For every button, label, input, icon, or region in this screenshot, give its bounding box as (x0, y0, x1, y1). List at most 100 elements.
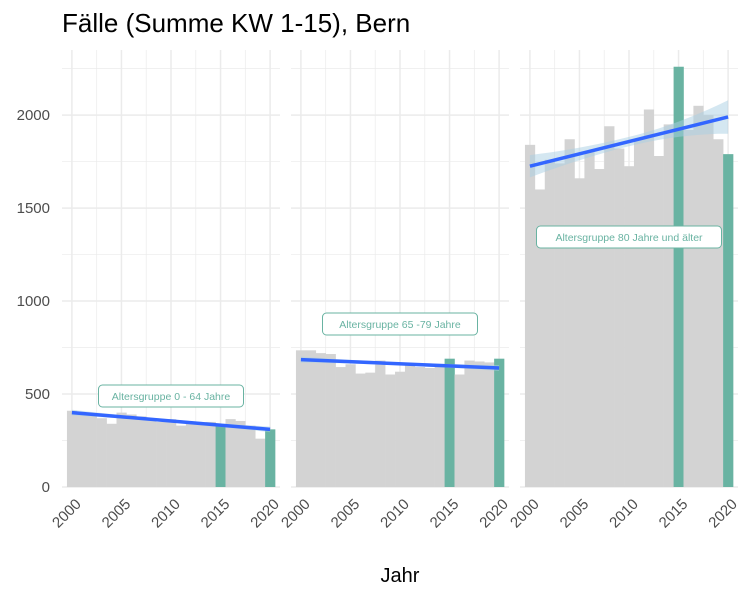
facet-label: Altersgruppe 0 - 64 Jahre (112, 391, 231, 403)
bar (106, 423, 117, 487)
x-tick-label: 2000 (49, 496, 85, 532)
bar (235, 420, 246, 487)
x-tick-label: 2005 (328, 496, 364, 532)
facet-label-box (536, 225, 722, 249)
bar (464, 360, 475, 487)
bar (484, 362, 495, 487)
facet-panel: Altersgruppe 65 -79 Jahre 2000 2005 2010 201… (278, 50, 512, 531)
bar (424, 367, 435, 487)
bar (195, 422, 206, 487)
x-tick-label: 2015 (656, 496, 692, 532)
bar (653, 155, 664, 488)
bar (395, 371, 406, 487)
trend-line (71, 410, 271, 432)
bar (614, 148, 625, 488)
bar (385, 374, 396, 487)
y-tick-label: 1500 (17, 200, 50, 217)
bar (643, 109, 655, 488)
bar-highlight (265, 429, 276, 487)
x-tick-label: 2010 (377, 496, 413, 532)
bar (713, 139, 724, 487)
bar (624, 166, 635, 488)
x-tick-label: 2020 (247, 496, 283, 532)
bar (594, 169, 605, 488)
bar-highlight (673, 66, 684, 487)
facet-label: Altersgruppe 80 Jahre und älter (555, 232, 703, 244)
bar (375, 360, 386, 487)
x-axis-title: Jahr (381, 565, 420, 587)
bar (255, 438, 266, 487)
facet-label: Altersgruppe 65 -79 Jahre (339, 319, 461, 331)
bar (245, 425, 256, 487)
bar (146, 420, 157, 487)
facet-panel: Altersgruppe 80 Jahre und älter 2000 2005 2… (507, 50, 741, 531)
x-tick-label: 2020 (476, 496, 512, 532)
bar (663, 124, 674, 487)
y-tick-label: 1000 (17, 293, 50, 310)
facet-panels: Altersgruppe 0 - 64 Jahre 2000 2005 2010 201… (49, 50, 741, 531)
bar (404, 363, 416, 487)
trend-line (529, 115, 729, 168)
trend-line (300, 357, 500, 370)
x-tick-label: 2005 (557, 496, 593, 532)
bar (544, 159, 555, 487)
bar-highlight (444, 358, 455, 487)
bar (703, 115, 714, 487)
bar-highlight (723, 154, 734, 487)
bar (454, 374, 465, 487)
bar (156, 421, 167, 487)
bar (633, 139, 645, 487)
bar-highlight (215, 424, 226, 487)
bar (136, 416, 147, 487)
facet-label-box (98, 384, 244, 408)
x-tick-label: 2020 (705, 496, 741, 532)
bar (305, 350, 317, 487)
bar (225, 419, 236, 487)
x-tick-label: 2015 (198, 496, 234, 532)
bar (96, 418, 107, 487)
bar (554, 163, 565, 488)
bar (166, 419, 177, 487)
bar (86, 415, 97, 487)
facet-panel: Altersgruppe 0 - 64 Jahre 2000 2005 2010 201… (49, 50, 283, 531)
bar (584, 152, 595, 487)
bar-highlight (494, 358, 505, 487)
bar (355, 373, 366, 487)
bar (335, 367, 346, 487)
chart-title: Fälle (Summe KW 1-15), Bern (62, 8, 410, 38)
bar (76, 414, 88, 487)
bar (564, 139, 575, 487)
bar (116, 412, 127, 487)
x-tick-label: 2000 (507, 496, 543, 532)
bar (604, 126, 615, 487)
y-tick-label: 500 (25, 386, 50, 403)
x-tick-label: 2005 (99, 496, 135, 532)
bar (315, 353, 326, 487)
bar (185, 423, 197, 487)
facet-label-box (322, 312, 478, 336)
x-tick-label: 2000 (278, 496, 314, 532)
bar (66, 410, 78, 487)
bar (693, 105, 704, 487)
bar (325, 354, 336, 487)
y-tick-label: 2000 (17, 107, 50, 124)
bar (683, 129, 694, 487)
x-tick-label: 2010 (606, 496, 642, 532)
bar (414, 367, 426, 487)
bar (205, 421, 216, 487)
bar (534, 189, 546, 487)
bar (474, 361, 485, 487)
bar (574, 178, 585, 487)
bar (345, 364, 356, 487)
bar (126, 414, 137, 487)
y-tick-label: 0 (42, 479, 50, 496)
bar (434, 365, 445, 487)
x-tick-label: 2010 (148, 496, 184, 532)
bar (524, 144, 536, 487)
bar (365, 372, 376, 487)
y-axis-ticks: 0 500 1000 1500 2000 (17, 107, 50, 496)
x-tick-label: 2015 (427, 496, 463, 532)
bar (175, 425, 187, 487)
confidence-band (529, 100, 729, 178)
